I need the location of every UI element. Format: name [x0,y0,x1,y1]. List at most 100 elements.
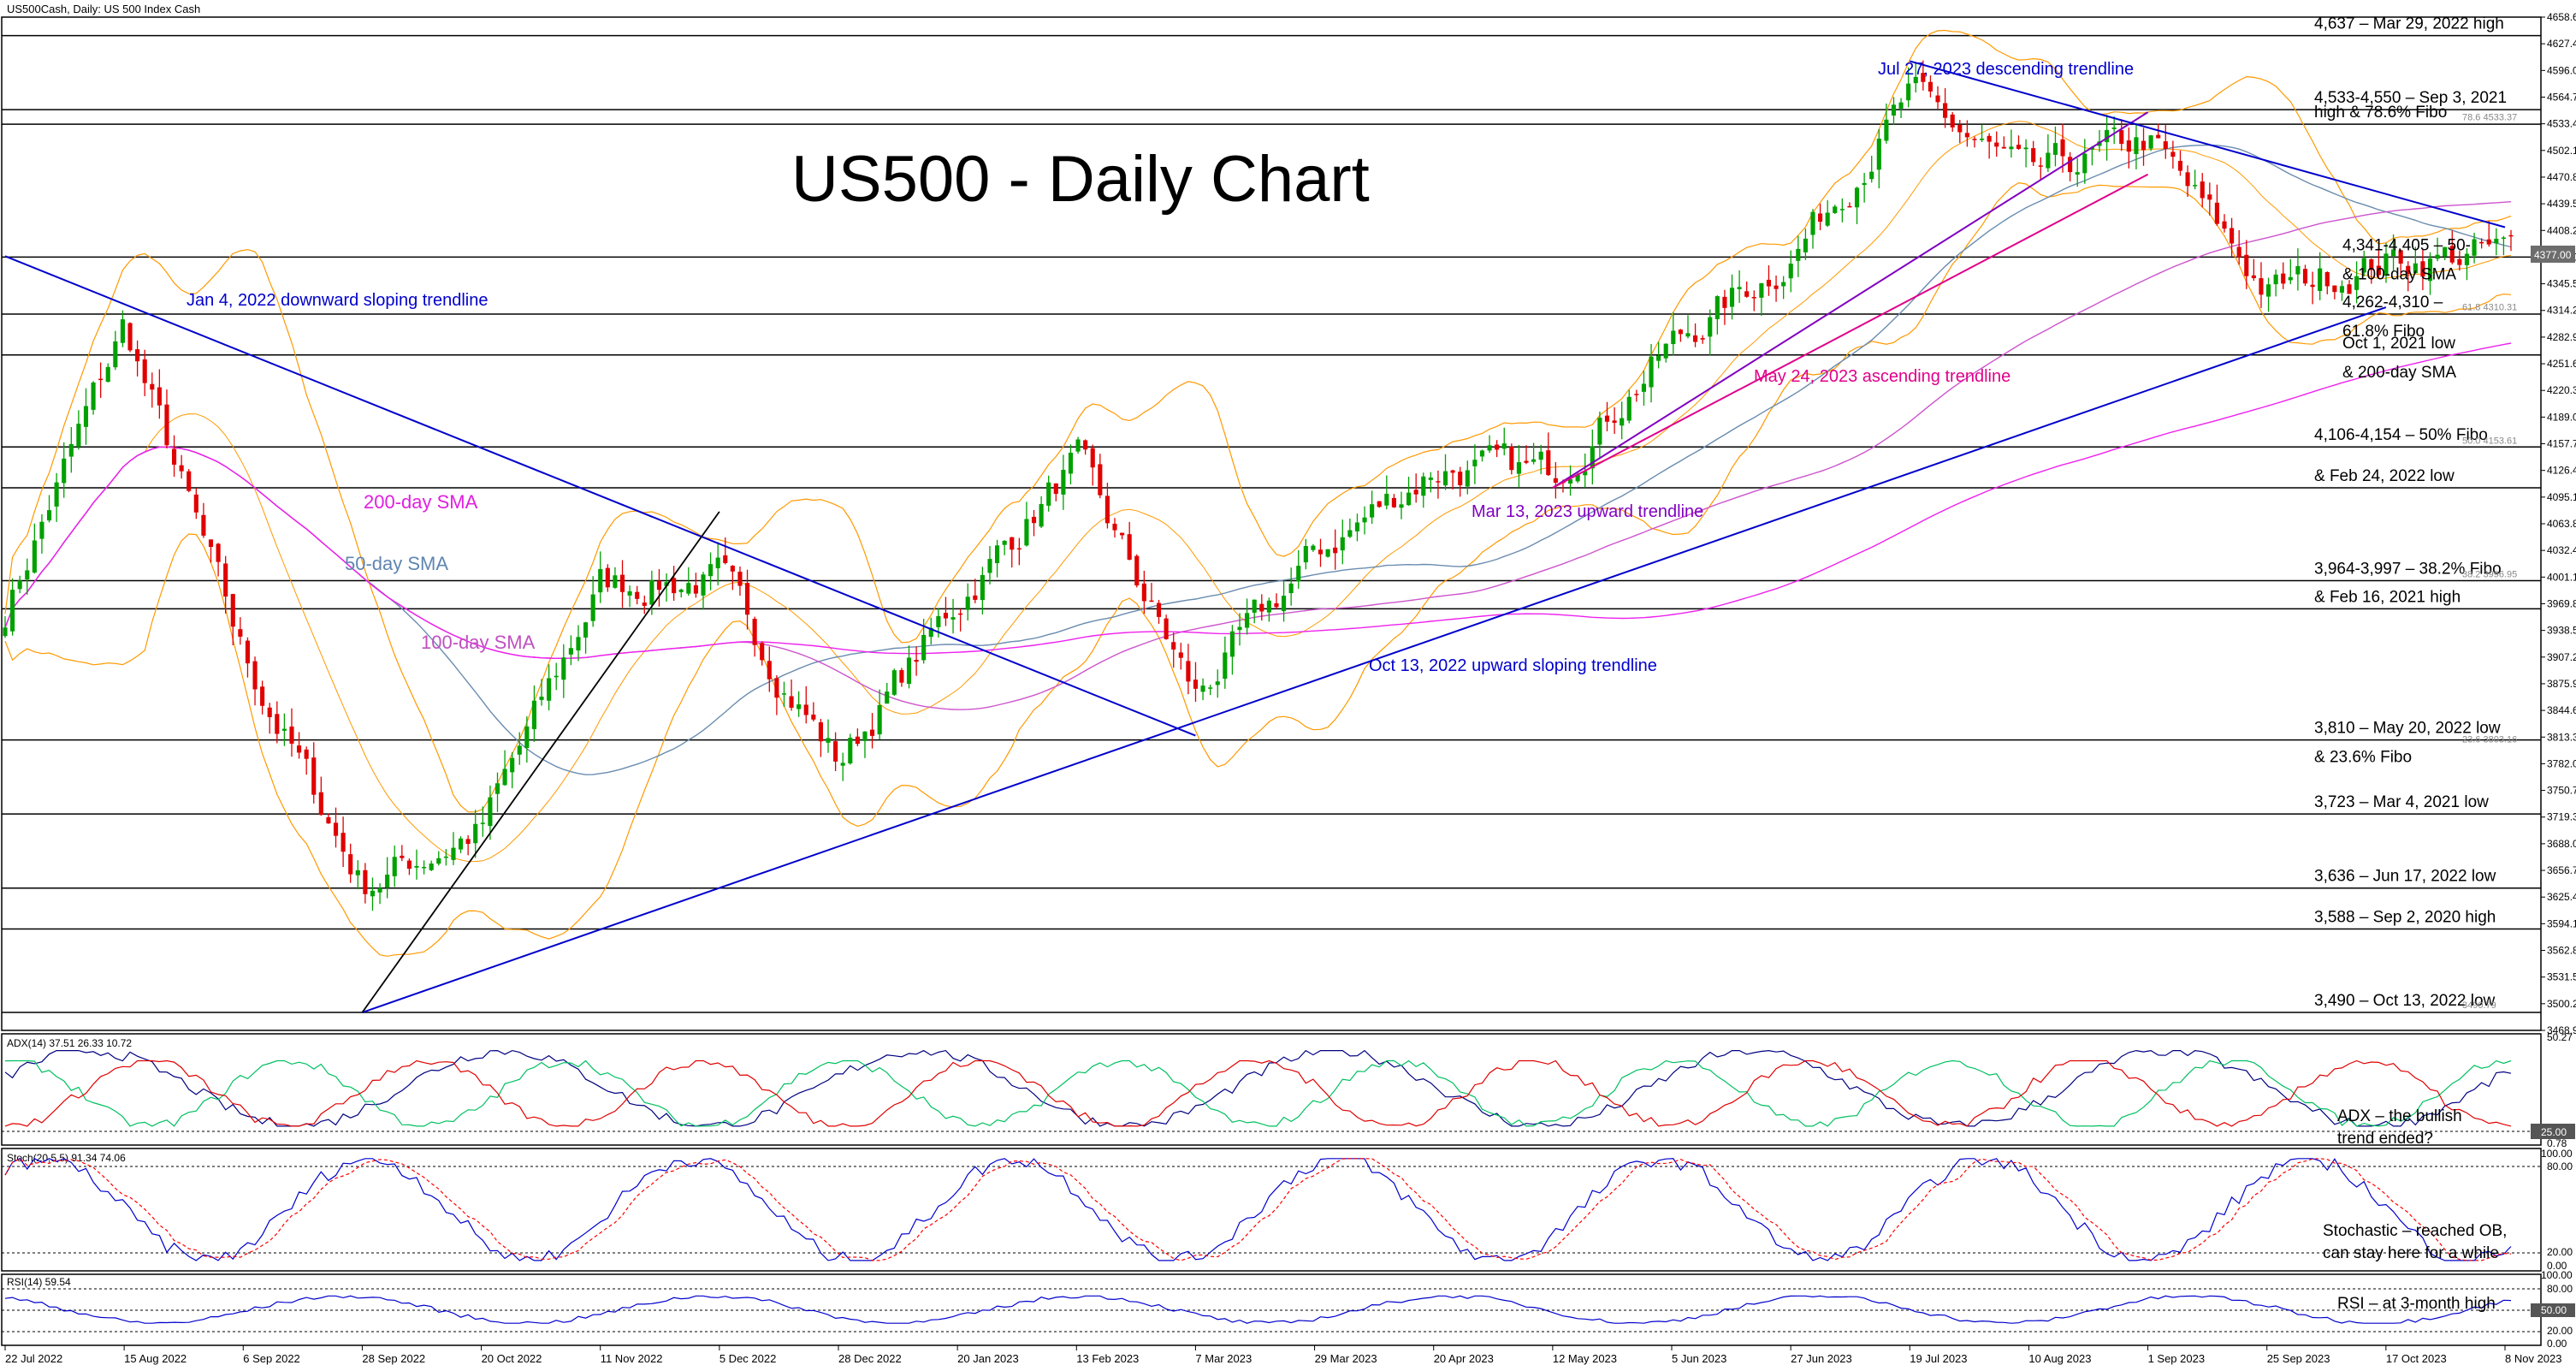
candle [1803,228,1808,260]
candle [1098,454,1103,499]
candle-body [517,745,522,755]
moving-averages [4,144,2512,775]
level-label: 3,964-3,997 – 38.2% Fibo [2314,560,2502,578]
candle [899,668,904,687]
candle-body [869,729,875,736]
candle [1442,454,1448,490]
candle [1090,444,1095,486]
candle [355,860,360,890]
candle [1685,315,1691,339]
chart-title: US500 - Daily Chart [791,143,1370,216]
candle-body [76,424,81,447]
candle-body [2390,249,2396,257]
candle-body [1068,452,1074,474]
candle [803,686,808,724]
y-tick-label: 3594.15 [2547,917,2576,929]
fibo-label: 38.2 3996.95 [2462,570,2517,580]
candle-body [1479,450,1485,457]
rsi-tick-0: 0.00 [2547,1338,2567,1350]
bollinger-lower [4,181,2512,957]
candle-body [348,854,353,875]
candle [451,832,456,865]
date-axis: 22 Jul 2022 15 Aug 2022 6 Sep 2022 28 Sep 2… [4,1345,2562,1365]
candle-body [289,726,294,744]
candle [2222,214,2227,233]
candle-body [392,857,397,876]
candle-body [355,869,360,875]
adx-note-line2: trend ended? [2337,1130,2433,1148]
candle [1156,599,1162,624]
x-tick-label: 25 Sep 2023 [2267,1352,2330,1365]
x-tick-label: 5 Jun 2023 [1672,1352,1726,1365]
candle-body [1016,548,1022,550]
candle [1340,519,1345,565]
trendline [1552,111,2149,489]
candle-body [1663,343,1668,359]
sma50-line [4,144,2512,775]
candle-body [2354,276,2360,290]
fibo-labels: 78.6 4533.37 61.8 4310.31 50.0 4153.61 38.2… [2462,113,2517,1012]
candle-body [921,634,927,661]
trendline [1552,173,2149,489]
candle [781,681,787,708]
candle-body [1377,501,1382,507]
x-tick-label: 22 Jul 2022 [5,1352,62,1365]
candle [1413,473,1418,503]
rsi-tick-100: 100.00 [2541,1269,2573,1281]
candle-body [157,387,162,406]
candle [1391,494,1396,508]
candle [885,682,890,704]
candle-body [1714,296,1720,319]
candle [1884,104,1889,144]
candle [1501,427,1507,456]
candle [2390,234,2396,270]
x-tick-label: 27 Jun 2023 [1791,1352,1852,1365]
candle-body [1781,282,1786,287]
candle-body [2472,239,2477,256]
candle-body [1854,187,1860,208]
candle-body [2281,273,2286,284]
candle [1266,597,1271,622]
candle-body [678,589,684,592]
candle-body [1620,418,1625,426]
candle-body [436,858,441,864]
candle [1906,67,1911,108]
candle [1567,465,1573,496]
candle-body [1112,523,1117,531]
candle-body [443,856,448,858]
candle-body [2347,284,2352,294]
fibo-label: 3490.79 [2462,1000,2496,1011]
x-tick-label: 20 Jan 2023 [957,1352,1019,1365]
candle [1296,549,1301,589]
candle-body [1810,211,1815,235]
candle [76,410,81,450]
level-label: & 200-day SMA [2342,364,2456,382]
candle [297,732,302,759]
candle-body [2435,254,2440,259]
candle [326,813,331,824]
adx-main-line [4,1049,2512,1127]
candle-body [744,583,750,615]
candle-body [1708,317,1713,337]
candle-body [363,869,368,894]
candles [3,60,2514,911]
candle [406,858,412,875]
candle [2339,280,2345,301]
candle-body [1744,291,1750,297]
candle-body [2236,246,2241,258]
candle [1693,323,1698,347]
candle-body [2046,152,2051,169]
candle-body [862,731,868,741]
rsi-line [4,1295,2512,1324]
candle [1333,529,1338,570]
candle-body [83,406,89,427]
candle-body [1964,133,1969,138]
adx-lines [4,1049,2512,1127]
adx-header: ADX(14) 37.51 26.33 10.72 [7,1037,132,1049]
candle-body [1825,212,1830,226]
candle-body [473,823,478,844]
candle [1377,501,1382,508]
candle-body [1391,497,1396,507]
candle [17,575,22,594]
candle [348,843,353,883]
